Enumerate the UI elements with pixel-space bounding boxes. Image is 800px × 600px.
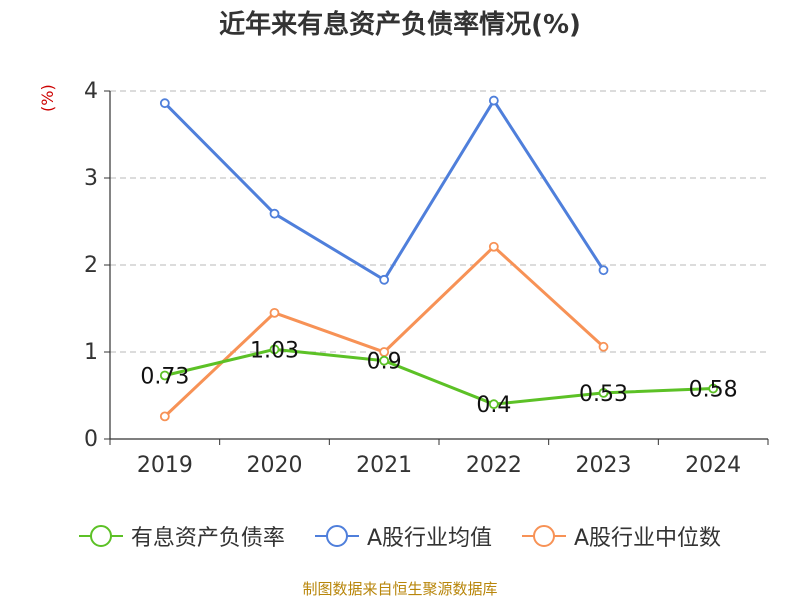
legend: 有息资产负债率 A股行业均值 A股行业中位数: [0, 520, 800, 552]
x-tick-label: 2024: [685, 453, 741, 478]
x-tick-label: 2019: [137, 453, 193, 478]
data-point-1: [488, 95, 499, 106]
data-point-1: [269, 208, 280, 219]
data-point-0: [598, 387, 609, 398]
legend-label: A股行业中位数: [574, 526, 722, 551]
data-label: 0.53: [579, 382, 628, 407]
legend-item-series-1[interactable]: A股行业均值: [314, 520, 492, 552]
series-line-2: [163, 245, 605, 418]
data-point-2: [269, 307, 280, 318]
y-tick-label: 3: [84, 166, 98, 191]
y-tick-label: 1: [84, 340, 98, 365]
y-tick-label: 4: [84, 79, 98, 104]
data-point-1: [598, 265, 609, 276]
data-label: 0.4: [476, 393, 511, 418]
data-point-0: [269, 344, 280, 355]
legend-item-series-0[interactable]: 有息资产负债率: [78, 520, 285, 552]
x-tick-label: 2022: [466, 453, 522, 478]
data-point-2: [159, 411, 170, 422]
data-point-2: [598, 341, 609, 352]
chart-title: 近年来有息资产负债率情况(%): [219, 10, 581, 40]
data-point-2: [488, 241, 499, 252]
data-point-0: [379, 355, 390, 366]
legend-label: A股行业均值: [366, 526, 492, 551]
y-tick-label: 2: [84, 253, 98, 278]
x-tick-label: 2023: [576, 453, 632, 478]
source-footer: 制图数据来自恒生聚源数据库: [302, 580, 498, 598]
legend-marker-icon: [522, 525, 566, 547]
data-point-1: [379, 274, 390, 285]
legend-label: 有息资产负债率: [130, 526, 285, 551]
y-tick-label: 0: [84, 427, 98, 452]
data-label: 1.03: [250, 338, 299, 363]
legend-marker-icon: [78, 525, 123, 547]
series-line-0: [164, 347, 714, 406]
data-point-0: [708, 383, 719, 394]
series-line-1: [163, 99, 605, 282]
legend-marker-icon: [314, 525, 359, 547]
data-point-0: [159, 370, 170, 381]
data-label: 0.58: [689, 378, 738, 403]
data-point-1: [159, 98, 170, 109]
data-point-0: [488, 399, 499, 410]
x-tick-label: 2021: [356, 453, 412, 478]
data-label: 0.73: [140, 364, 189, 389]
legend-item-series-2[interactable]: A股行业中位数: [522, 520, 721, 552]
data-label: 0.9: [367, 350, 402, 375]
x-tick-label: 2020: [247, 453, 303, 478]
